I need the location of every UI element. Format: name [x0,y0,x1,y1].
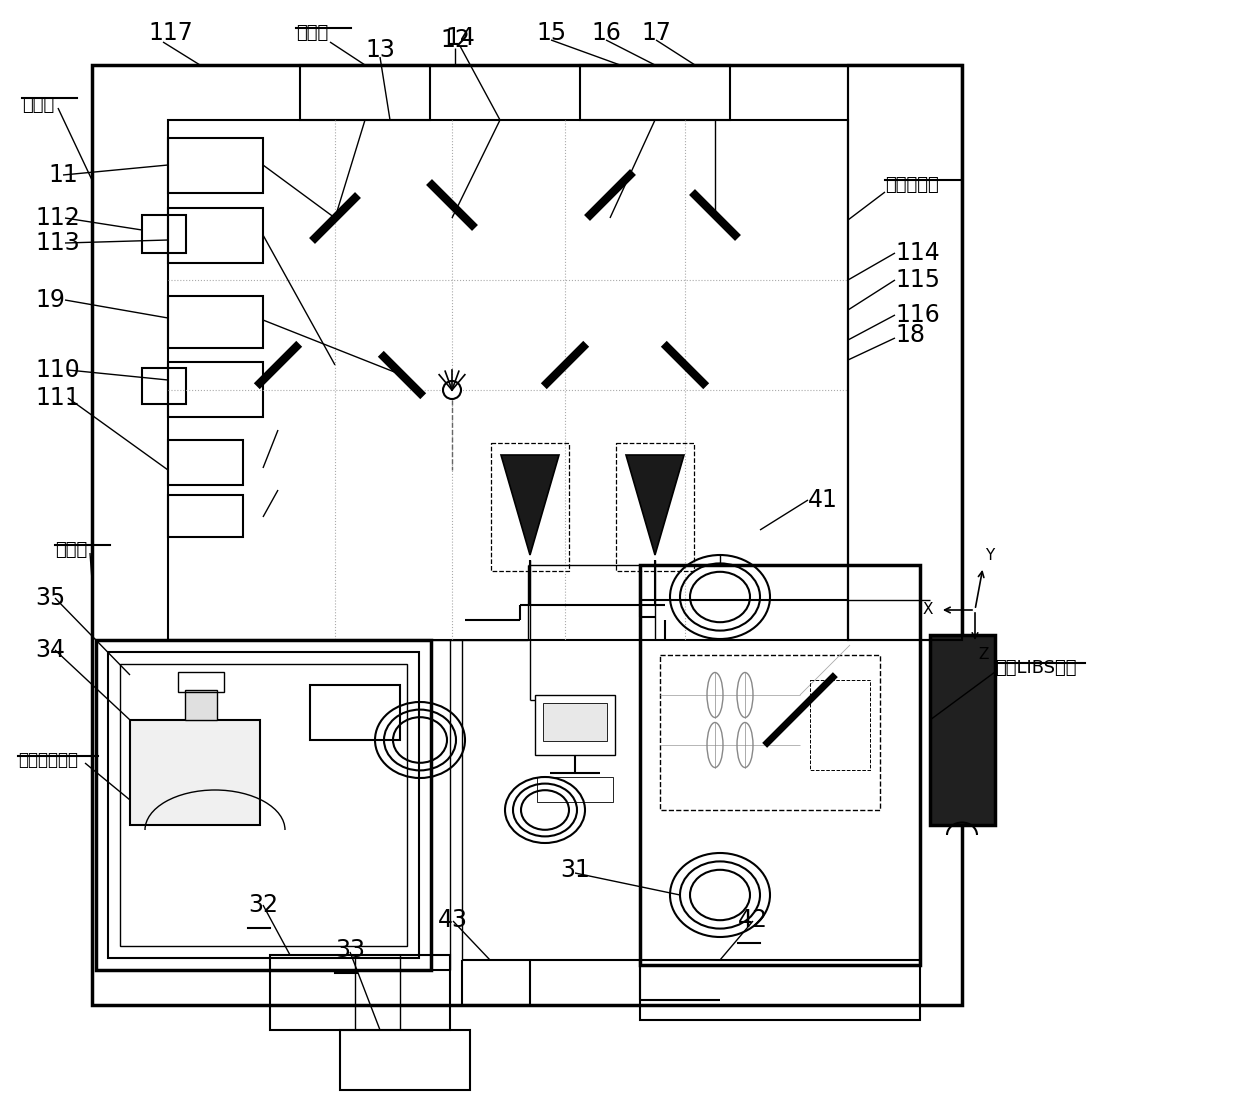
Bar [491,443,569,571]
Bar [143,368,186,404]
Text: 12: 12 [440,28,470,52]
Text: 112: 112 [35,206,79,230]
Bar [179,672,224,692]
Bar [810,680,870,770]
Bar [120,664,407,946]
Text: 116: 116 [895,303,940,327]
Text: 15: 15 [536,21,567,45]
Text: 16: 16 [591,21,621,45]
Bar [185,690,217,720]
Polygon shape [501,455,559,555]
Bar [167,495,243,537]
Text: 42: 42 [738,908,768,932]
Text: 控制检测模块: 控制检测模块 [19,751,78,769]
Polygon shape [626,455,684,555]
Text: 113: 113 [35,231,79,255]
Bar [930,635,994,825]
Bar [848,65,962,640]
Bar [167,138,263,193]
Bar [640,960,920,1020]
Bar [848,65,962,640]
Bar [143,215,186,254]
Bar [580,65,730,120]
Bar [108,652,419,958]
Text: 35: 35 [35,586,66,610]
Text: 111: 111 [35,386,79,410]
Bar [167,120,848,640]
Bar [167,208,263,263]
Bar [534,695,615,755]
Bar [537,777,613,801]
Text: X: X [923,602,932,618]
Text: 117: 117 [148,21,192,45]
Text: 第三侧: 第三侧 [55,541,87,559]
Text: 115: 115 [895,268,940,292]
Text: Z: Z [978,646,988,662]
Bar [310,685,401,739]
Text: 13: 13 [365,38,394,62]
Text: 114: 114 [895,241,940,265]
Text: 11: 11 [48,163,78,187]
Text: 18: 18 [895,323,925,346]
Bar [167,362,263,417]
Text: 43: 43 [438,908,467,932]
Text: 光纤LIBS探头: 光纤LIBS探头 [994,659,1076,677]
Text: 34: 34 [35,638,64,662]
Text: 110: 110 [35,358,79,382]
Text: Y: Y [985,548,994,563]
Text: 14: 14 [445,25,475,50]
Bar [95,640,432,970]
Bar [167,439,243,485]
Bar [616,443,694,571]
Circle shape [443,381,461,399]
Bar [130,720,260,825]
Text: 第二侧: 第二侧 [296,24,329,42]
Text: 19: 19 [35,288,64,312]
Bar [640,565,920,965]
Text: 33: 33 [335,938,365,962]
Bar [340,1030,470,1090]
Text: 17: 17 [641,21,671,45]
Text: 集成光纤器: 集成光纤器 [885,176,939,194]
Text: 31: 31 [560,858,590,882]
Bar [167,296,263,348]
Bar [270,955,450,1030]
Text: 41: 41 [808,488,838,513]
Bar [660,655,880,810]
Bar [543,703,608,741]
Text: 32: 32 [248,893,278,917]
Bar [300,65,430,120]
Bar [92,65,962,1005]
Text: 第一侧: 第一侧 [22,96,55,114]
